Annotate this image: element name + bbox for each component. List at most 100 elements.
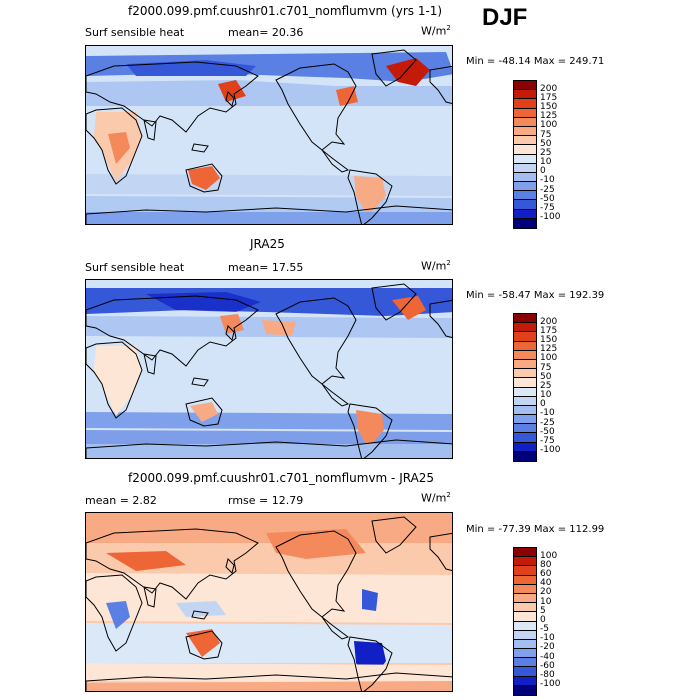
colorbar-tick-label: 100 (540, 120, 558, 131)
colorbar-swatch (514, 200, 536, 210)
colorbar-tick-label: 25 (540, 380, 552, 391)
colorbar-swatch (514, 172, 536, 183)
colorbar-swatch (514, 182, 536, 192)
panel-3-colorbar-ticks: 100 80 60 40 20 10 5 0 -5 -10 -20 -40 -60 -80 -100 (540, 550, 560, 690)
colorbar-tick-label: 75 (540, 362, 552, 373)
colorbar-tick-label: 200 (540, 316, 558, 327)
colorbar-swatch (514, 332, 536, 342)
colorbar-tick-label: 10 (540, 390, 552, 401)
colorbar-tick-label: -10 (540, 633, 555, 644)
colorbar-tick-label: 40 (540, 578, 552, 589)
colorbar-tick-label: 80 (540, 559, 552, 570)
season-label: DJF (482, 4, 528, 31)
colorbar-tick-label: -75 (540, 203, 555, 214)
colorbar-swatch (514, 314, 536, 324)
colorbar-swatch (514, 575, 536, 585)
colorbar-tick-label: 50 (540, 138, 552, 149)
colorbar-swatch (514, 99, 536, 109)
colorbar-tick-label: -25 (540, 184, 555, 195)
colorbar-swatch (514, 154, 536, 164)
colorbar-swatch (514, 145, 536, 155)
colorbar-swatch (514, 136, 536, 146)
colorbar-tick-label: 175 (540, 92, 558, 103)
colorbar-tick-label: -50 (540, 193, 555, 204)
colorbar-swatch (514, 667, 536, 677)
colorbar-swatch (514, 649, 536, 659)
colorbar-swatch (514, 359, 536, 370)
colorbar-swatch (514, 415, 536, 425)
colorbar-tick-label: 60 (540, 568, 552, 579)
colorbar-swatch (514, 548, 536, 558)
colorbar-swatch (514, 424, 536, 434)
panel-1-units: W/m2 (421, 24, 451, 38)
colorbar-tick-label: -75 (540, 436, 555, 447)
colorbar-swatch (514, 557, 536, 567)
colorbar-tick-label: -10 (540, 175, 555, 186)
colorbar-tick-label: 200 (540, 83, 558, 94)
colorbar-tick-label: 25 (540, 147, 552, 158)
colorbar-tick-label: 10 (540, 157, 552, 168)
panel-1-map (85, 45, 453, 225)
panel-2-title: JRA25 (250, 237, 285, 251)
panel-2-map (85, 279, 453, 459)
panel-1-colorbar (513, 80, 537, 229)
colorbar-swatch (514, 108, 536, 118)
colorbar-tick-label: -50 (540, 426, 555, 437)
colorbar-tick-label: 0 (540, 614, 546, 625)
colorbar-tick-label: -40 (540, 651, 555, 662)
colorbar-tick-label: -100 (540, 445, 561, 456)
colorbar-swatch (514, 612, 536, 622)
colorbar-tick-label: 50 (540, 371, 552, 382)
panel-3-units: W/m2 (421, 491, 451, 505)
colorbar-swatch (514, 163, 536, 173)
colorbar-tick-label: -25 (540, 417, 555, 428)
colorbar-swatch (514, 209, 536, 219)
panel-3-map (85, 512, 453, 692)
colorbar-tick-label: 100 (540, 550, 558, 561)
colorbar-tick-label: 150 (540, 334, 558, 345)
colorbar-swatch (514, 117, 536, 127)
colorbar-tick-label: 125 (540, 344, 558, 355)
panel-3-colorbar (513, 547, 537, 696)
colorbar-swatch (514, 593, 536, 604)
panel-2-colorbar (513, 313, 537, 462)
colorbar-swatch (514, 621, 536, 631)
panel-2-variable-label: Surf sensible heat (85, 261, 185, 274)
colorbar-tick-label: 175 (540, 325, 558, 336)
colorbar-tick-label: 75 (540, 129, 552, 140)
colorbar-swatch (514, 603, 536, 613)
panel-1-colorbar-ticks: 200 175 150 125 100 75 50 25 10 0 -10 -25 -50 -75 -100 (540, 83, 561, 223)
panel-2-units: W/m2 (421, 259, 451, 273)
panel-1-minmax: Min = -48.14 Max = 249.71 (466, 56, 605, 67)
colorbar-swatch (514, 442, 536, 452)
colorbar-tick-label: 10 (540, 596, 552, 607)
colorbar-swatch (514, 387, 536, 397)
colorbar-swatch (514, 566, 536, 576)
colorbar-tick-label: 5 (540, 605, 546, 616)
colorbar-tick-label: 125 (540, 111, 558, 122)
panel-1-variable-label: Surf sensible heat (85, 26, 185, 39)
colorbar-tick-label: 150 (540, 101, 558, 112)
colorbar-tick-label: 100 (540, 353, 558, 364)
colorbar-swatch (514, 630, 536, 640)
colorbar-swatch (514, 405, 536, 416)
panel-2-minmax: Min = -58.47 Max = 192.39 (466, 290, 605, 301)
colorbar-swatch (514, 639, 536, 650)
colorbar-tick-label: 20 (540, 587, 552, 598)
colorbar-swatch (514, 378, 536, 388)
colorbar-swatch (514, 191, 536, 201)
colorbar-swatch (514, 126, 536, 137)
colorbar-tick-label: -80 (540, 670, 555, 681)
panel-2-colorbar-ticks: 200 175 150 125 100 75 50 25 10 0 -10 -25 -50 -75 -100 (540, 316, 561, 456)
colorbar-swatch (514, 81, 536, 91)
colorbar-swatch (514, 676, 536, 686)
panel-3-title: f2000.099.pmf.cuushr01.c701_nomflumvm - … (128, 471, 435, 485)
colorbar-swatch (514, 584, 536, 594)
panel-2-map-canvas (86, 280, 452, 458)
colorbar-tick-label: -60 (540, 660, 555, 671)
colorbar-swatch (514, 685, 536, 695)
colorbar-tick-label: -10 (540, 408, 555, 419)
colorbar-tick-label: -20 (540, 642, 555, 653)
colorbar-tick-label: -100 (540, 212, 561, 223)
colorbar-swatch (514, 658, 536, 668)
